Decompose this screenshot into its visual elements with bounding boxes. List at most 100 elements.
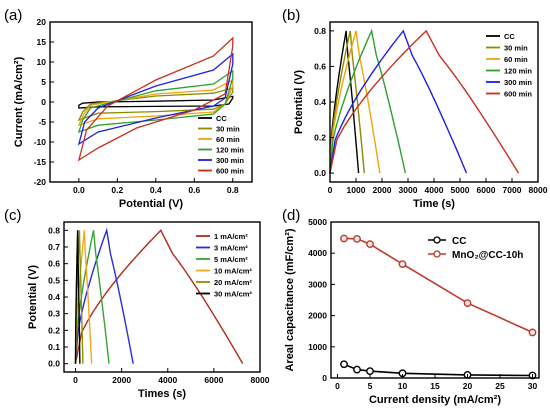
x-axis-label: Potential (V) [119, 198, 184, 210]
y-tick-label: 0.2 [314, 133, 326, 143]
legend-label: 20 mA/cm² [214, 278, 252, 287]
x-tick-label: 15 [430, 381, 440, 391]
x-tick-label: 7000 [503, 185, 522, 195]
x-tick-label: 0.2 [111, 185, 123, 195]
y-tick-label: -5 [38, 117, 46, 127]
x-axis-label: Time (s) [413, 198, 455, 210]
y-axis-label: Potential (V) [27, 265, 39, 330]
y-tick-label: -10 [34, 137, 47, 147]
legend-label: 30 min [216, 125, 240, 134]
data-point [366, 240, 374, 249]
legend-label: 5 mA/cm² [214, 255, 248, 264]
plot-frame [330, 221, 540, 379]
x-tick-label: 4000 [425, 185, 444, 195]
y-tick-label: 5 [41, 77, 46, 87]
x-tick-label: 20 [463, 381, 473, 391]
cv-loop-300-min [77, 52, 234, 146]
data-point [340, 360, 348, 369]
legend-label: CC [216, 114, 227, 123]
x-tick-label: 5 [368, 381, 373, 391]
x-tick-label: 0 [73, 375, 78, 385]
panel-label: (d) [282, 207, 300, 224]
legend-label: 120 min [504, 67, 532, 76]
panel-label: (b) [282, 7, 300, 24]
legend-label: 300 min [216, 156, 244, 165]
x-tick-label: 4000 [158, 375, 177, 385]
x-tick-label: 0.8 [227, 185, 239, 195]
x-tick-label: 0.0 [73, 185, 85, 195]
y-axis-label: Potential (V) [293, 70, 305, 135]
legend-marker [433, 250, 441, 258]
y-tick-label: 0.8 [314, 26, 326, 36]
gcd-curve-3-ma-cm- [74, 227, 134, 364]
data-point [528, 328, 537, 337]
gcd-curve-60-min [329, 30, 381, 174]
x-tick-label: 6000 [477, 185, 496, 195]
y-tick-label: 0 [41, 97, 46, 107]
x-axis-label: Times (s) [138, 388, 186, 400]
panel-label: (a) [4, 7, 22, 24]
y-tick-label: 0.0 [314, 168, 326, 178]
gcd-curve-30-min [329, 30, 365, 174]
legend-label: 3 mA/cm² [214, 244, 248, 253]
legend-label: 1 mA/cm² [214, 232, 248, 241]
gcd-curve-30-ma-cm- [74, 230, 81, 364]
legend-label: 120 min [216, 146, 244, 155]
y-axis-label: Areal capacitance (mF/cm²) [284, 228, 296, 371]
x-tick-label: 0 [335, 381, 340, 391]
x-tick-label: 8000 [251, 375, 270, 385]
y-tick-label: 1000 [308, 342, 327, 352]
legend-label: 60 min [216, 135, 240, 144]
legend-label: 30 min [504, 44, 528, 53]
panel-d: 0 5 10 15 20 25 30 0 1000 2000 3000 4000 5000 Current… [282, 207, 540, 406]
x-tick-label: 0.4 [150, 185, 162, 195]
y-tick-label: 0.6 [48, 259, 60, 269]
y-tick-label: 0.0 [48, 359, 60, 369]
data-point [353, 234, 361, 243]
data-point [398, 260, 407, 269]
y-tick-label: 0 [322, 373, 327, 383]
x-tick-label: 25 [495, 381, 505, 391]
legend-label: 60 min [504, 55, 528, 64]
cv-loop-60-min [77, 78, 234, 127]
y-tick-label: 0.5 [48, 275, 60, 285]
panel-label: (c) [4, 207, 22, 224]
x-tick-label: 6000 [204, 375, 223, 385]
x-axis-label: Current density (mA/cm²) [369, 394, 501, 406]
data-point [340, 234, 348, 243]
cv-loop-600-min [77, 36, 234, 162]
y-tick-label: 5000 [308, 217, 327, 227]
y-tick-label: 0.3 [48, 309, 60, 319]
legend-label: 300 min [504, 78, 532, 87]
x-tick-label: 8000 [529, 185, 548, 195]
legend-label: 600 min [504, 90, 532, 99]
cv-loop-cc [78, 95, 234, 109]
y-tick-label: 15 [37, 37, 47, 47]
y-tick-label: 0.6 [314, 61, 326, 71]
y-tick-label: 0.8 [48, 225, 60, 235]
legend-label: 30 mA/cm² [214, 290, 252, 299]
gcd-curve-120-min [329, 28, 407, 174]
y-tick-label: 3000 [308, 279, 327, 289]
data-point [353, 365, 361, 374]
x-tick-label: 2000 [112, 375, 131, 385]
gcd-curve-cc [329, 30, 360, 174]
legend-label: CC [504, 32, 515, 41]
y-tick-label: 2000 [308, 311, 327, 321]
y-tick-label: 0.4 [48, 292, 60, 302]
panel-a: 0.0 0.2 0.4 0.6 0.8 -20 -15 -10 -5 0 5 10 15 20 Potent… [4, 7, 253, 210]
legend-label: 10 mA/cm² [214, 267, 252, 276]
x-tick-label: 30 [528, 381, 538, 391]
cv-loop-30-min [77, 87, 234, 122]
data-point [366, 367, 374, 376]
y-tick-label: 4000 [308, 248, 327, 258]
x-tick-label: 1000 [347, 185, 366, 195]
data-point [463, 299, 472, 308]
x-tick-label: 0.6 [188, 185, 200, 195]
y-tick-label: -15 [34, 157, 47, 167]
panel-c: 0 2000 4000 6000 8000 0.0 0.1 0.2 0.3 0.4 0.5 0.6 0.… [4, 207, 270, 400]
x-tick-label: 3000 [399, 185, 418, 195]
gcd-curve-300-min [329, 29, 468, 174]
legend-label: CC [452, 236, 466, 247]
